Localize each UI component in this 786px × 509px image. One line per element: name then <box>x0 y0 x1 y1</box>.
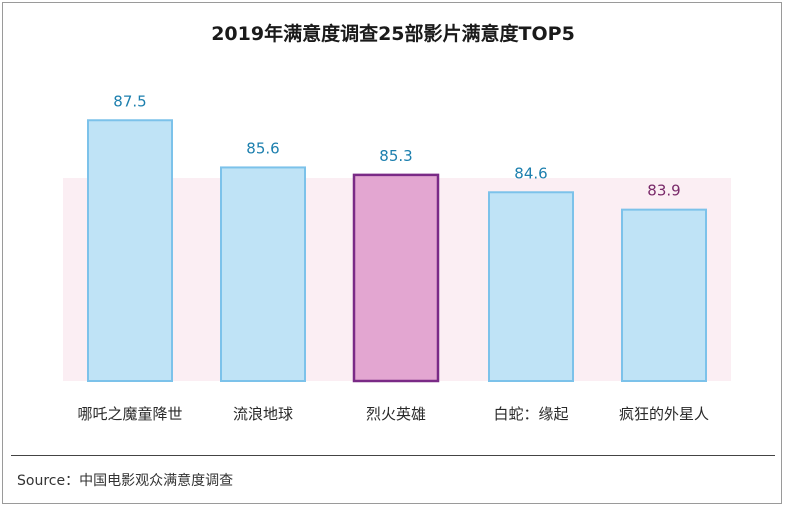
value-label-1: 87.5 <box>113 92 146 110</box>
bar-chart: 87.5 85.6 85.3 84.6 83.9 哪吒之魔童降世 流浪地球 烈火英雄 白蛇：缘… <box>63 92 731 423</box>
category-label-1: 哪吒之魔童降世 <box>77 405 182 423</box>
footer-divider <box>11 455 775 456</box>
bar-3 <box>352 173 440 383</box>
bar-1 <box>87 119 173 382</box>
bar-2 <box>220 166 306 382</box>
value-label-5: 83.9 <box>647 182 680 200</box>
category-label-2: 流浪地球 <box>233 405 293 423</box>
value-label-2: 85.6 <box>246 139 279 157</box>
category-label-4: 白蛇：缘起 <box>493 405 568 423</box>
value-label-3: 85.3 <box>379 147 412 165</box>
bars-group <box>87 119 707 383</box>
value-label-4: 84.6 <box>514 164 547 182</box>
category-label-5: 疯狂的外星人 <box>619 405 709 423</box>
bar-5 <box>621 208 707 382</box>
category-label-3: 烈火英雄 <box>366 405 426 423</box>
source-note: Source：中国电影观众满意度调查 <box>17 473 234 489</box>
chart-frame: 2019年满意度调查25部影片满意度TOP5 87.5 85.6 85.3 84.6 8… <box>2 2 782 504</box>
value-labels-group: 87.5 85.6 85.3 84.6 83.9 <box>113 92 680 199</box>
category-labels-group: 哪吒之魔童降世 流浪地球 烈火英雄 白蛇：缘起 疯狂的外星人 <box>77 405 709 423</box>
chart-title: 2019年满意度调查25部影片满意度TOP5 <box>211 23 575 45</box>
bar-4 <box>488 191 574 382</box>
